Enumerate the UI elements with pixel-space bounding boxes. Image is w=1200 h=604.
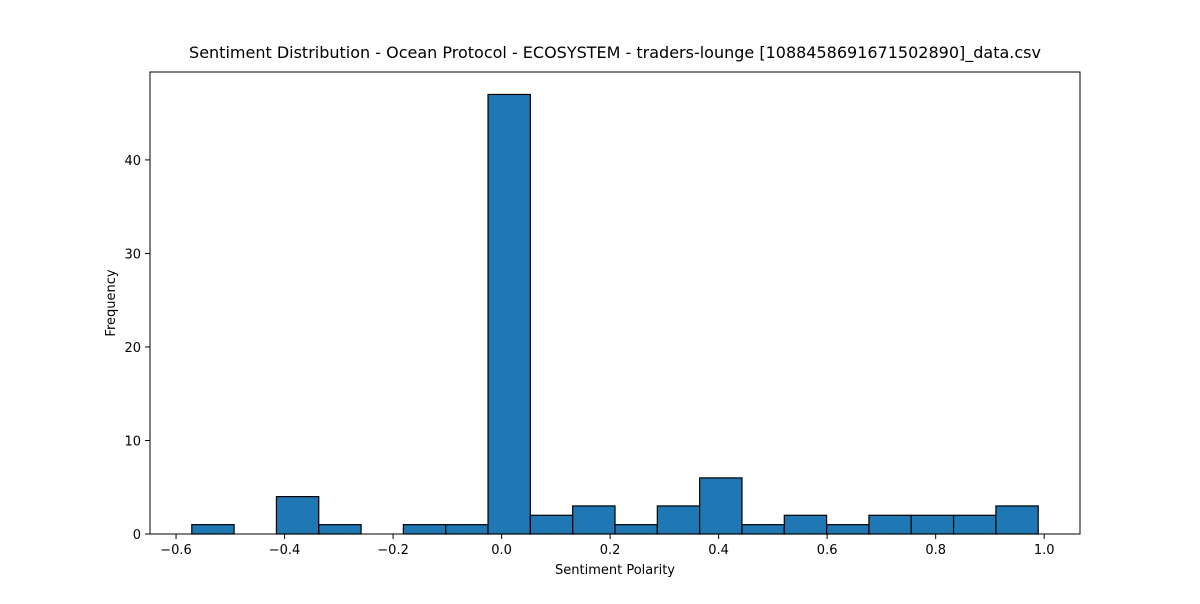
y-tick-label: 40: [124, 154, 141, 169]
bar: [656, 505, 701, 535]
bar: [826, 524, 870, 535]
bar: [445, 524, 489, 535]
y-tick-label: 30: [124, 247, 141, 262]
bar: [191, 524, 235, 535]
chart-title: Sentiment Distribution - Ocean Protocol …: [189, 43, 1041, 63]
bar: [487, 93, 531, 535]
y-tick-label: 0: [133, 528, 141, 543]
bar: [995, 505, 1039, 535]
plot-frame: [149, 71, 1081, 535]
bar: [529, 514, 574, 535]
x-tick-label: 0.0: [491, 543, 512, 558]
bar: [952, 514, 997, 535]
y-axis-label: Frequency: [104, 269, 119, 336]
bar: [402, 524, 447, 535]
x-tick-label: −0.6: [160, 543, 192, 558]
y-tick-label: 20: [124, 341, 141, 356]
x-tick-label: 0.4: [708, 543, 729, 558]
bar: [741, 524, 785, 535]
y-tick-label: 10: [124, 434, 141, 449]
bar: [699, 477, 743, 535]
bar: [910, 514, 955, 535]
x-tick-label: 0.2: [600, 543, 621, 558]
bar: [614, 524, 658, 535]
x-tick-label: −0.2: [377, 543, 409, 558]
x-tick-label: 1.0: [1034, 543, 1055, 558]
bar: [318, 524, 362, 535]
bar: [275, 495, 320, 535]
bar: [572, 505, 616, 535]
x-axis-label: Sentiment Polarity: [555, 563, 675, 578]
bar: [868, 514, 912, 535]
x-tick-label: 0.8: [925, 543, 946, 558]
x-tick-label: 0.6: [817, 543, 838, 558]
bar: [783, 514, 828, 535]
x-tick-label: −0.4: [269, 543, 301, 558]
